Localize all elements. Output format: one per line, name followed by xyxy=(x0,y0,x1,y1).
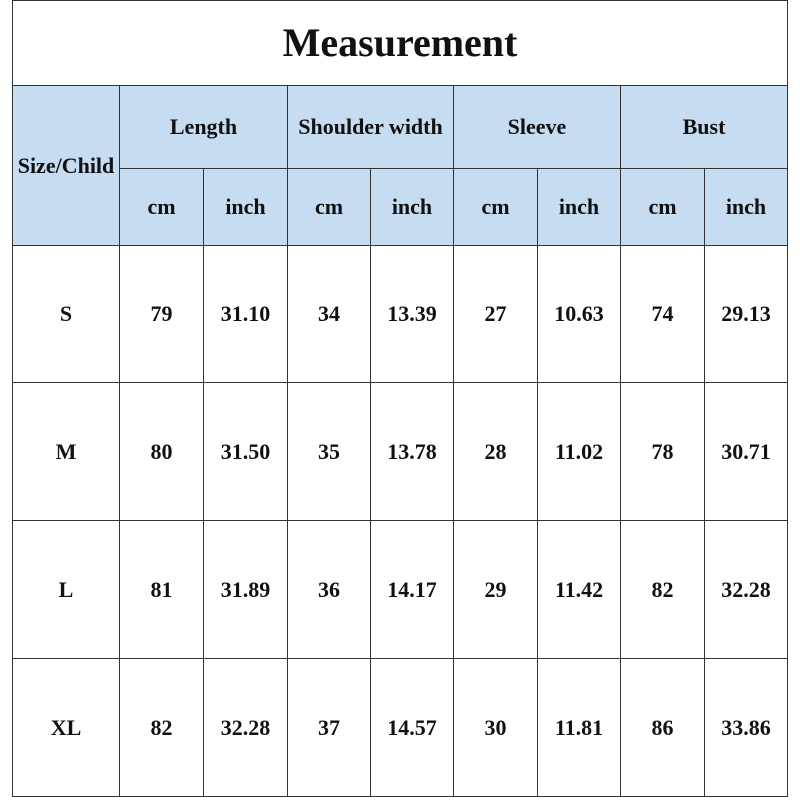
measurement: 36 xyxy=(287,520,371,659)
unit-header: cm xyxy=(287,168,371,246)
unit-header: inch xyxy=(704,168,788,246)
measurement: 30.71 xyxy=(704,382,788,521)
size-label: S xyxy=(12,245,120,383)
measurement: 32.28 xyxy=(203,658,288,797)
measurement: 32.28 xyxy=(704,520,788,659)
measurement: 82 xyxy=(620,520,705,659)
measurement: 86 xyxy=(620,658,705,797)
measurement: 13.39 xyxy=(370,245,454,383)
measurement: 29.13 xyxy=(704,245,788,383)
unit-header: inch xyxy=(203,168,288,246)
unit-header: inch xyxy=(370,168,454,246)
measurement: 37 xyxy=(287,658,371,797)
measurement: 30 xyxy=(453,658,538,797)
unit-header: cm xyxy=(453,168,538,246)
measurement: 74 xyxy=(620,245,705,383)
group-header: Length xyxy=(119,85,288,169)
measurement: 79 xyxy=(119,245,204,383)
measurement: 11.42 xyxy=(537,520,621,659)
measurement: 31.50 xyxy=(203,382,288,521)
size-label: XL xyxy=(12,658,120,797)
measurement: 27 xyxy=(453,245,538,383)
group-header: Bust xyxy=(620,85,788,169)
measurement: 33.86 xyxy=(704,658,788,797)
measurement: 14.17 xyxy=(370,520,454,659)
size-label: L xyxy=(12,520,120,659)
measurement: 14.57 xyxy=(370,658,454,797)
measurement: 34 xyxy=(287,245,371,383)
group-header: Shoulder width xyxy=(287,85,454,169)
measurement: 11.02 xyxy=(537,382,621,521)
measurement: 13.78 xyxy=(370,382,454,521)
group-header: Sleeve xyxy=(453,85,621,169)
size-header: Size/Child xyxy=(12,85,120,246)
unit-header: cm xyxy=(620,168,705,246)
measurement: 80 xyxy=(119,382,204,521)
measurement: 11.81 xyxy=(537,658,621,797)
unit-header: cm xyxy=(119,168,204,246)
unit-header: inch xyxy=(537,168,621,246)
measurement: 82 xyxy=(119,658,204,797)
measurement: 78 xyxy=(620,382,705,521)
measurement: 81 xyxy=(119,520,204,659)
measurement: 10.63 xyxy=(537,245,621,383)
measurement: 35 xyxy=(287,382,371,521)
size-label: M xyxy=(12,382,120,521)
title: Measurement xyxy=(12,0,788,86)
measurement: 31.10 xyxy=(203,245,288,383)
measurement: 29 xyxy=(453,520,538,659)
measurement: 28 xyxy=(453,382,538,521)
measurement: 31.89 xyxy=(203,520,288,659)
